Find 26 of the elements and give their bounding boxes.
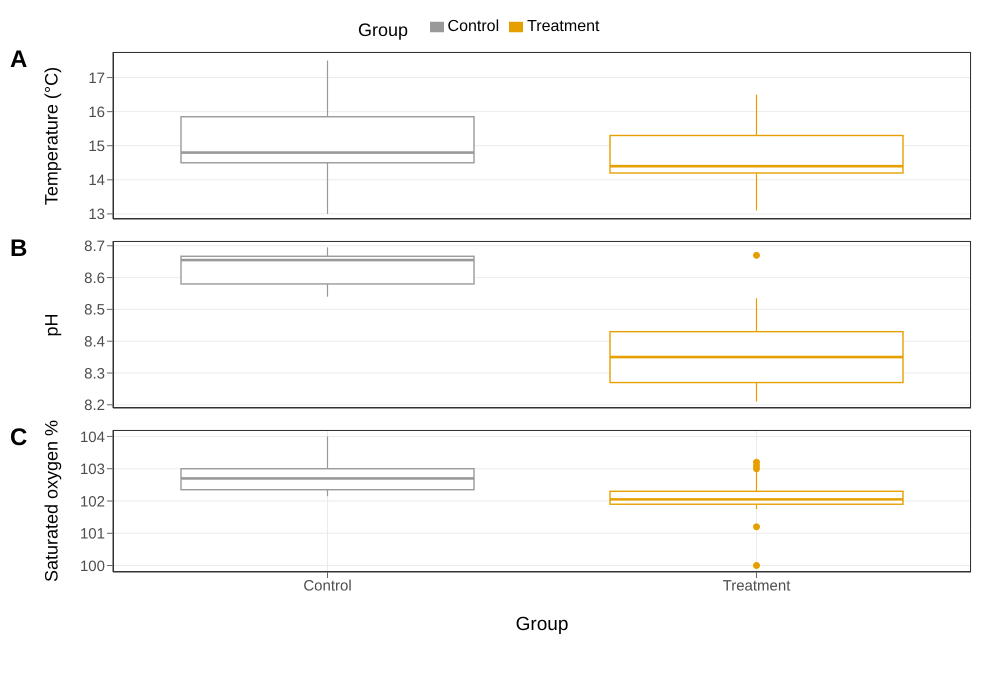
y-tick-label: 8.6 bbox=[84, 270, 105, 287]
y-tick-label: 8.3 bbox=[84, 365, 105, 382]
chart-title: B bbox=[10, 235, 28, 263]
y-axis-title: Saturated oxygen % bbox=[42, 420, 62, 582]
y-tick-label: 8.4 bbox=[84, 334, 105, 351]
y-tick-label: 17 bbox=[88, 70, 105, 87]
y-tick-label: 102 bbox=[80, 493, 105, 510]
legend-label: Treatment bbox=[527, 18, 600, 35]
y-tick-label: 100 bbox=[80, 558, 105, 575]
chart-title: A bbox=[10, 46, 28, 74]
legend-label: Control bbox=[448, 18, 500, 35]
y-tick-label: 8.5 bbox=[84, 302, 105, 319]
y-tick-label: 103 bbox=[80, 461, 105, 478]
y-tick-label: 13 bbox=[88, 206, 105, 224]
x-axis-title: Group bbox=[516, 614, 568, 635]
y-tick-label: 16 bbox=[88, 104, 105, 121]
y-tick-label: 101 bbox=[80, 526, 105, 543]
y-tick-label: 8.2 bbox=[84, 397, 105, 414]
y-axis-title: pH bbox=[42, 312, 62, 336]
y-tick-label: 14 bbox=[88, 172, 105, 190]
y-tick-label: 15 bbox=[88, 138, 105, 156]
y-axis-title: Temperature (°C) bbox=[42, 66, 62, 205]
legend-title: Group bbox=[358, 20, 408, 41]
y-tick-label: 8.7 bbox=[84, 238, 105, 256]
chart-title: C bbox=[10, 424, 28, 452]
y-tick-label: 104 bbox=[80, 428, 105, 446]
